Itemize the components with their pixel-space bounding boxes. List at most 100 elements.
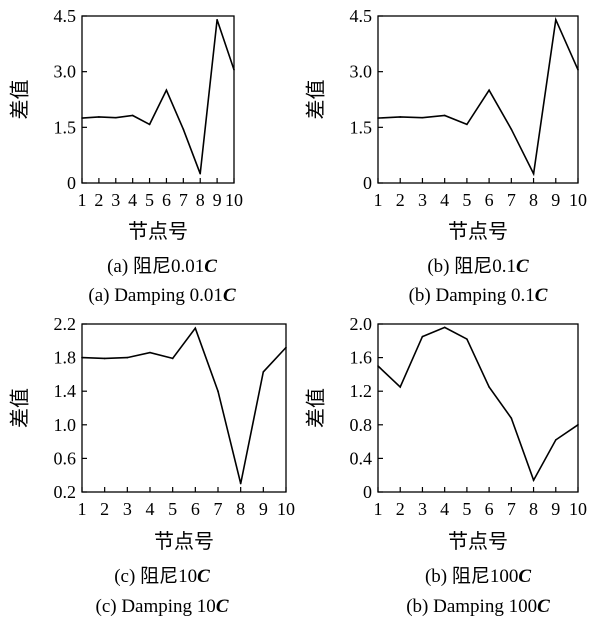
- series-line: [81, 19, 235, 174]
- caption-chinese-symbol: C: [197, 566, 210, 587]
- x-tick-label: 4: [440, 190, 449, 210]
- caption-chinese-text: (b) 阻尼100: [425, 565, 518, 587]
- data-point: [182, 128, 185, 130]
- data-point: [194, 327, 197, 330]
- data-point: [126, 356, 129, 359]
- data-point: [285, 346, 287, 349]
- y-tick-label: 0.6: [54, 448, 77, 468]
- data-point: [165, 89, 168, 92]
- x-tick-label: 6: [485, 499, 494, 519]
- caption-chinese-text: (c) 阻尼10: [114, 565, 197, 587]
- x-tick-label: 9: [259, 499, 268, 519]
- y-tick-label: 2.2: [54, 314, 77, 334]
- x-tick-label: 1: [78, 499, 87, 519]
- x-tick-label: 10: [277, 499, 295, 519]
- x-tick-label: 8: [529, 190, 538, 210]
- x-tick-label: 10: [569, 499, 587, 519]
- x-tick-label: 4: [128, 190, 137, 210]
- data-point: [466, 123, 468, 126]
- x-tick-label: 9: [551, 499, 560, 519]
- caption-chinese: (c) 阻尼10C: [114, 565, 210, 587]
- x-tick-label: 2: [396, 190, 405, 210]
- data-point: [217, 390, 219, 393]
- caption-chinese-text: (b) 阻尼0.1: [427, 255, 516, 277]
- caption-english-text: (b) Damping 0.1: [409, 285, 535, 306]
- data-point: [114, 116, 117, 119]
- caption-chinese-symbol: C: [204, 256, 217, 277]
- x-tick-label: 9: [213, 190, 222, 210]
- caption-chinese: (b) 阻尼0.1C: [427, 255, 529, 277]
- x-tick-label: 6: [485, 190, 494, 210]
- y-axis-label: 差值: [9, 80, 32, 120]
- x-axis-label: 节点号: [448, 530, 508, 553]
- data-point: [443, 326, 446, 329]
- y-tick-label: 1.0: [54, 415, 77, 435]
- data-point: [488, 89, 490, 92]
- x-tick-label: 3: [418, 190, 427, 210]
- caption-chinese-symbol: C: [516, 256, 529, 277]
- series-line: [377, 326, 579, 483]
- series-line: [377, 16, 579, 177]
- data-point: [466, 338, 468, 340]
- caption-english: (c) Damping 10C: [96, 596, 229, 617]
- data-point: [199, 172, 202, 175]
- data-point: [149, 351, 151, 354]
- x-tick-label: 6: [191, 499, 200, 519]
- caption-chinese-text: (a) 阻尼0.01: [107, 255, 204, 277]
- caption-english-text: (b) Damping 100: [406, 596, 537, 617]
- plot-frame: [377, 15, 579, 184]
- caption-english: (b) Damping 0.1C: [409, 285, 548, 306]
- data-point: [399, 116, 402, 118]
- series-line: [81, 326, 287, 484]
- data-point: [577, 69, 579, 71]
- data-point: [81, 117, 83, 119]
- y-tick-label: 1.5: [54, 117, 77, 137]
- caption-english-text: (a) Damping 0.01: [88, 285, 223, 306]
- x-axis-label: 节点号: [154, 530, 214, 553]
- x-tick-label: 10: [569, 190, 587, 210]
- x-tick-label: 7: [214, 499, 223, 519]
- y-tick-label: 3.0: [54, 62, 77, 82]
- x-tick-label: 5: [168, 499, 177, 519]
- y-tick-label: 4.5: [350, 6, 373, 26]
- caption-english-symbol: C: [535, 285, 548, 306]
- x-tick-label: 7: [179, 190, 188, 210]
- data-point: [421, 335, 424, 338]
- caption-chinese-symbol: C: [518, 566, 531, 587]
- data-point: [510, 417, 513, 419]
- x-tick-label: 3: [111, 190, 120, 210]
- caption-english-text: (c) Damping 10: [96, 596, 216, 617]
- plot-frame: [377, 323, 579, 493]
- x-tick-label: 7: [507, 499, 516, 519]
- caption-english-symbol: C: [223, 285, 236, 306]
- x-tick-label: 8: [196, 190, 205, 210]
- x-axis-label: 节点号: [448, 220, 508, 243]
- data-point: [443, 114, 446, 117]
- y-tick-label: 1.5: [350, 117, 373, 137]
- x-tick-label: 8: [529, 499, 538, 519]
- x-tick-label: 8: [236, 499, 245, 519]
- y-tick-label: 1.2: [350, 381, 373, 401]
- y-axis-label: 差值: [305, 388, 328, 428]
- y-tick-label: 1.6: [350, 348, 373, 368]
- x-tick-label: 2: [100, 499, 109, 519]
- data-point: [577, 424, 579, 426]
- data-point: [421, 116, 424, 119]
- y-axis-label: 差值: [9, 388, 32, 428]
- x-tick-label: 10: [225, 190, 243, 210]
- x-tick-label: 5: [462, 190, 471, 210]
- data-point: [216, 18, 218, 21]
- x-axis-label: 节点号: [128, 220, 188, 243]
- plot-frame: [81, 15, 235, 184]
- data-point: [239, 482, 242, 485]
- data-point: [81, 356, 83, 359]
- y-tick-label: 1.4: [54, 381, 77, 401]
- x-tick-label: 3: [123, 499, 132, 519]
- data-point: [103, 357, 106, 360]
- y-tick-label: 0.4: [350, 448, 373, 468]
